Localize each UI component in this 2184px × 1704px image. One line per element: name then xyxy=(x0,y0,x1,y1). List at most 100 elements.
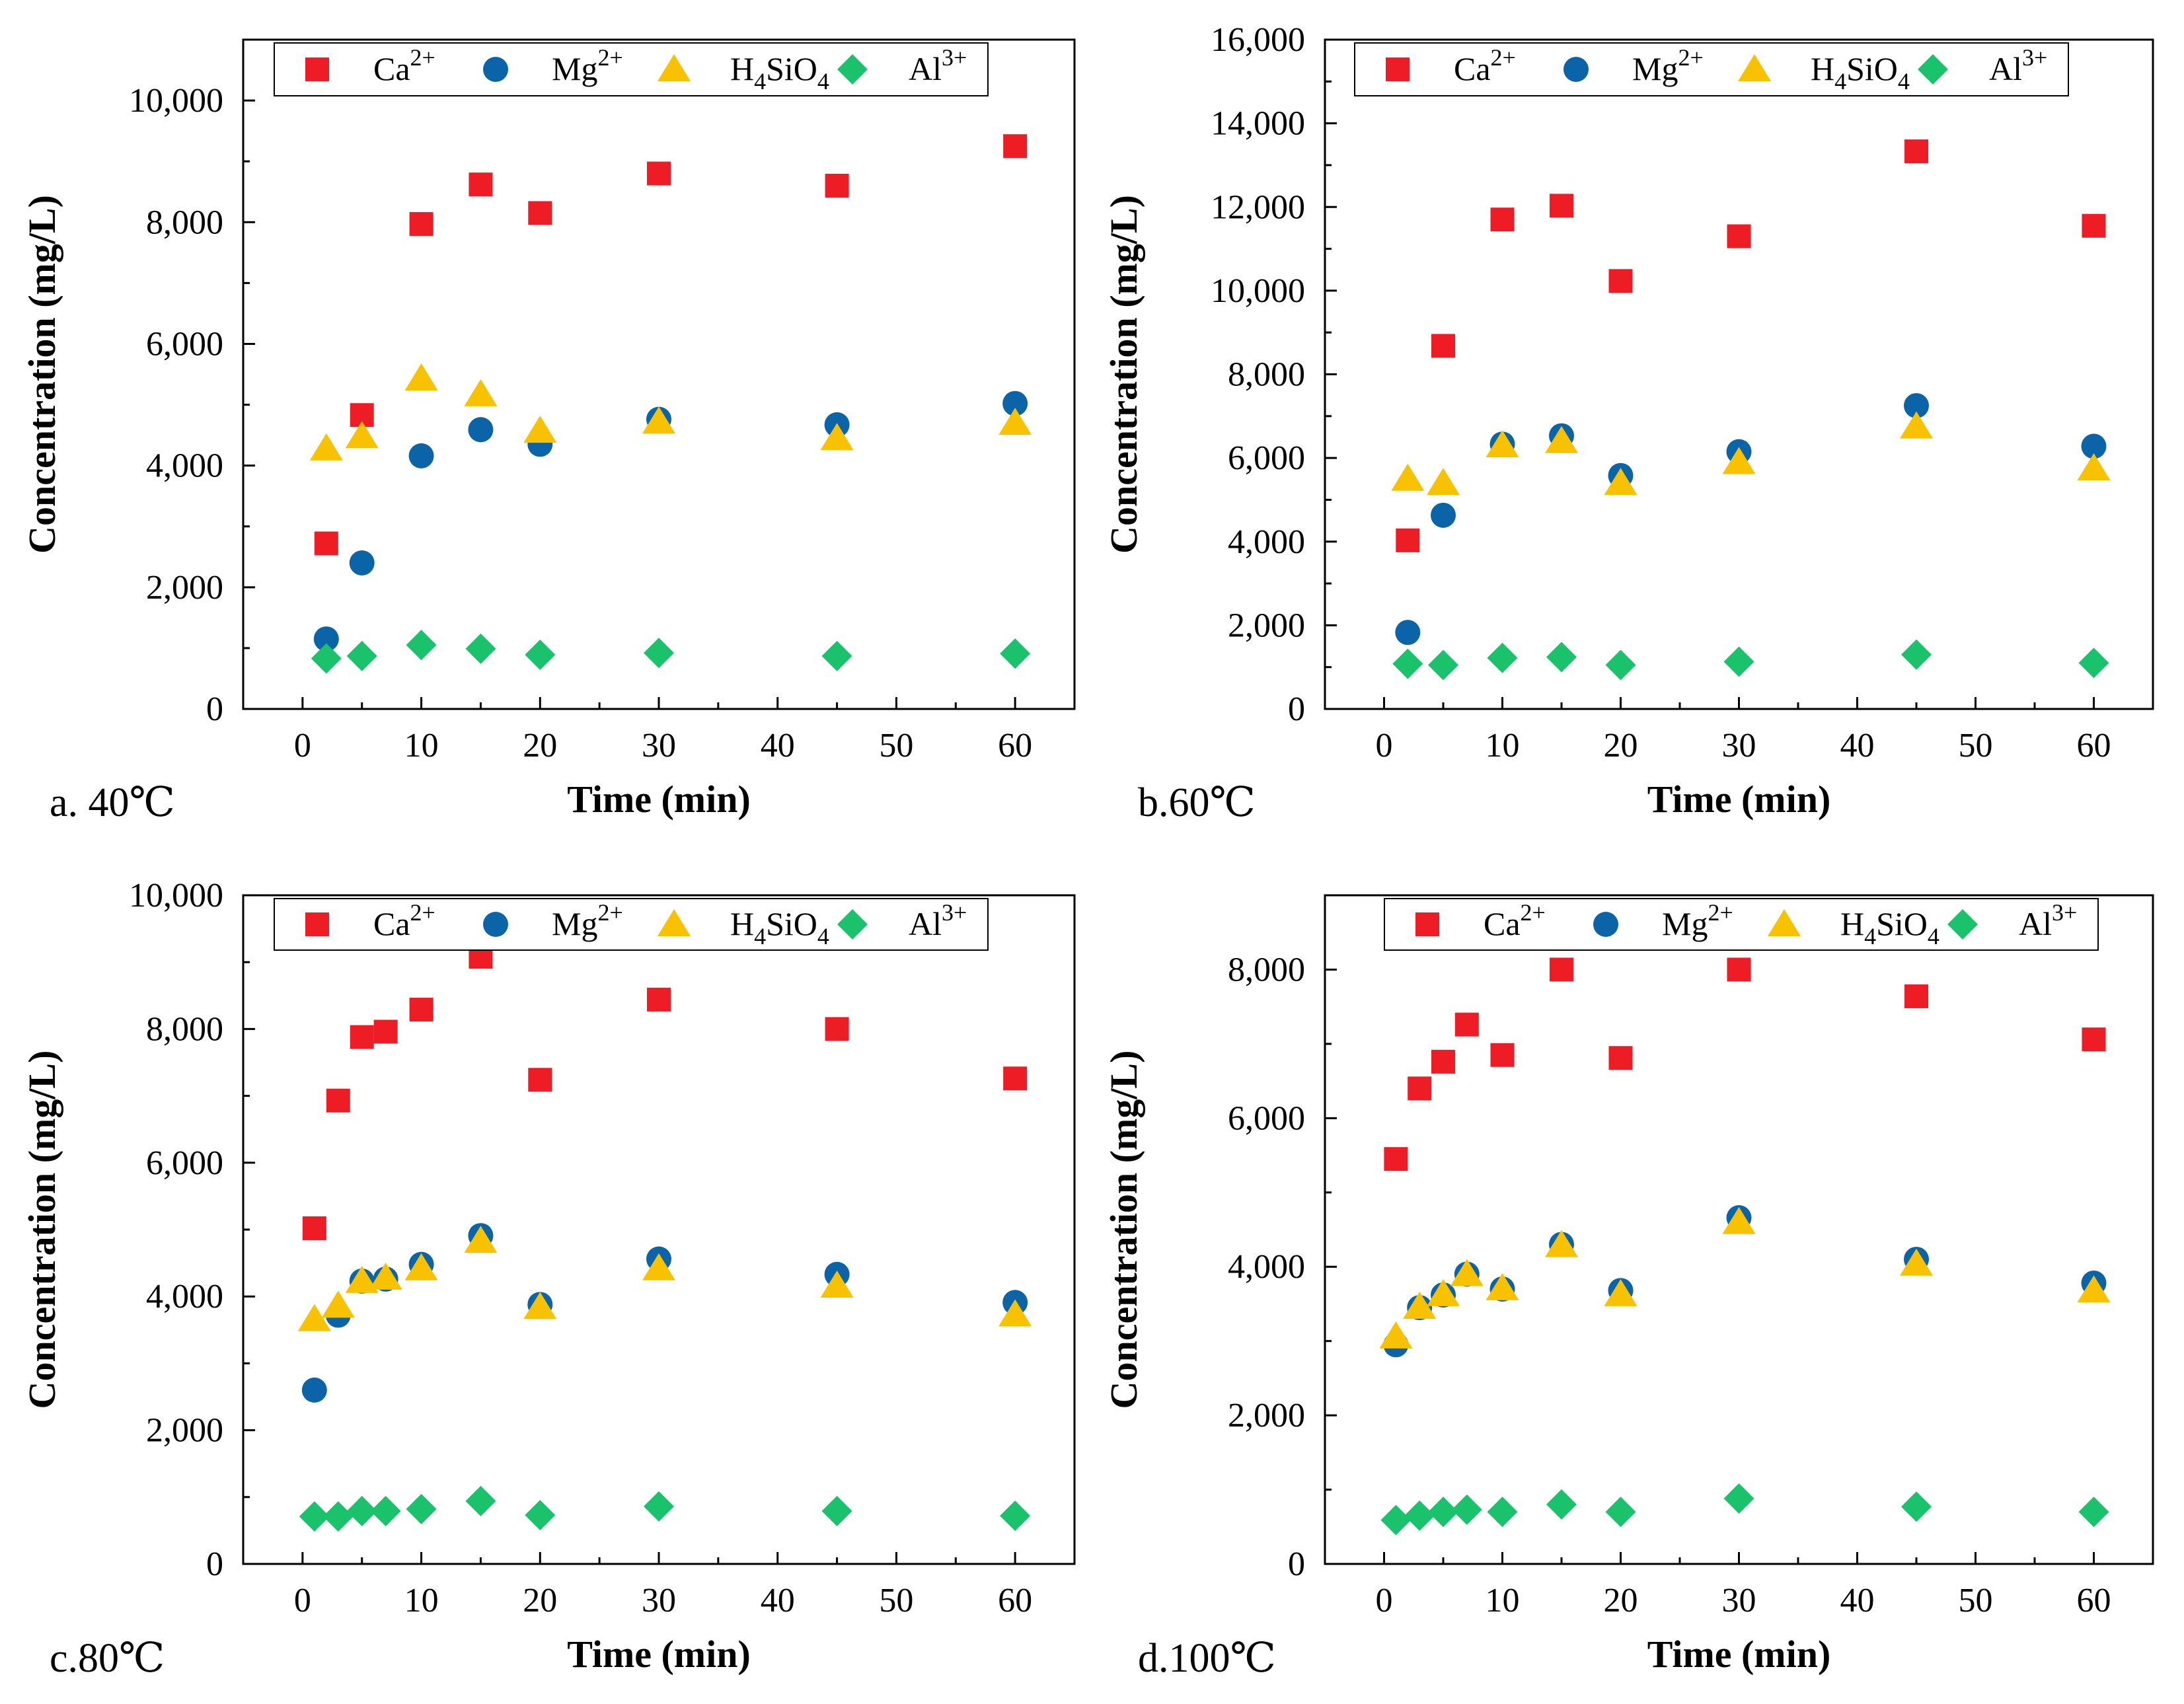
x-tick-label: 0 xyxy=(1376,727,1393,764)
data-point-square xyxy=(1727,957,1751,982)
chart-panel-1: 0 10 20 30 40 50 60 0 2,000 4,000 6,000 8,000 10,000… xyxy=(20,38,1076,825)
legend-label: Mg2+ xyxy=(1662,899,1733,942)
legend: Ca2+ Mg2+ H4SiO4 Al3+ xyxy=(1354,42,2069,96)
y-tick-label: 8,000 xyxy=(1228,951,1305,988)
chart-panel-4: 0 10 20 30 40 50 60 0 2,000 4,000 6,000 8,000 Time (… xyxy=(1102,894,2154,1681)
panel-label: d.100℃ xyxy=(1138,1636,1276,1681)
data-point-square xyxy=(1550,194,1573,218)
data-point-square xyxy=(469,172,493,197)
y-tick-label: 8,000 xyxy=(1228,356,1305,394)
panel-label: a. 40℃ xyxy=(50,780,175,825)
y-tick-label: 2,000 xyxy=(146,569,223,607)
data-point-circle xyxy=(1431,502,1456,528)
legend-marker xyxy=(658,909,691,936)
x-tick-label: 50 xyxy=(879,727,913,764)
y-tick-label: 0 xyxy=(206,1545,223,1583)
x-axis-title: Time (min) xyxy=(1647,1633,1831,1676)
data-point-triangle xyxy=(309,433,343,461)
data-point-triangle xyxy=(1545,1230,1578,1257)
data-point-triangle xyxy=(1450,1259,1484,1286)
data-point-square xyxy=(326,1088,350,1113)
data-point-square xyxy=(647,161,671,186)
data-point-square xyxy=(1431,1049,1455,1074)
data-point-triangle xyxy=(1427,1278,1460,1306)
x-tick-label: 10 xyxy=(1486,727,1520,764)
data-point-square xyxy=(350,1025,374,1049)
y-tick-label: 2,000 xyxy=(1228,607,1305,644)
data-point-diamond xyxy=(465,1485,496,1516)
data-point-diamond xyxy=(1000,1500,1031,1532)
legend-label: Ca2+ xyxy=(1454,44,1516,87)
data-point-diamond xyxy=(346,1496,377,1527)
data-point-diamond xyxy=(644,1491,674,1522)
legend-marker xyxy=(1738,54,1771,81)
legend: Ca2+ Mg2+ H4SiO4 Al3+ xyxy=(274,898,989,951)
data-point-diamond xyxy=(644,638,674,669)
x-tick-label: 20 xyxy=(1604,1582,1638,1619)
x-tick-label: 60 xyxy=(2077,727,2111,764)
x-tick-label: 50 xyxy=(1959,1582,1993,1619)
legend-marker xyxy=(1947,909,1978,940)
legend: Ca2+ Mg2+ H4SiO4 Al3+ xyxy=(274,42,989,96)
y-tick-label: 4,000 xyxy=(146,447,223,485)
data-point-triangle xyxy=(642,1253,675,1280)
plot-frame xyxy=(242,38,1076,710)
data-point-diamond xyxy=(299,1501,330,1532)
legend-marker xyxy=(1918,54,1948,85)
data-point-diamond xyxy=(1605,649,1636,681)
data-point-square xyxy=(1454,1012,1479,1037)
data-point-triangle xyxy=(1545,426,1578,453)
y-tick-label: 10,000 xyxy=(129,877,223,914)
data-point-diamond xyxy=(1000,638,1031,669)
x-tick-label: 40 xyxy=(1840,727,1875,764)
data-point-square xyxy=(1431,334,1455,358)
data-point-diamond xyxy=(1605,1497,1636,1528)
data-point-square xyxy=(825,1017,849,1041)
y-tick-label: 10,000 xyxy=(1211,272,1305,310)
y-tick-label: 6,000 xyxy=(146,325,223,363)
legend-marker xyxy=(1415,912,1439,936)
data-point-circle xyxy=(1395,620,1421,646)
data-point-square xyxy=(302,1216,326,1240)
x-tick-label: 60 xyxy=(998,1582,1032,1619)
data-point-triangle xyxy=(404,1253,438,1280)
y-tick-label: 10,000 xyxy=(129,82,223,120)
legend-marker xyxy=(483,57,508,82)
data-point-square xyxy=(1490,1043,1515,1067)
data-point-diamond xyxy=(311,643,342,674)
data-point-diamond xyxy=(1723,646,1754,677)
y-axis-title: Concentration (mg/L) xyxy=(1102,195,1145,554)
data-point-diamond xyxy=(1428,1497,1458,1528)
data-point-square xyxy=(1396,528,1420,552)
data-point-diamond xyxy=(2078,648,2109,679)
y-tick-label: 4,000 xyxy=(1228,1248,1305,1286)
plot-frame xyxy=(1324,38,2154,710)
legend-label: Mg2+ xyxy=(552,44,623,87)
data-point-square xyxy=(1608,1046,1633,1070)
x-tick-label: 20 xyxy=(523,1582,557,1619)
x-tick-label: 50 xyxy=(1959,727,1993,764)
legend-label: H4SiO4 xyxy=(730,50,829,94)
data-point-square xyxy=(528,1068,552,1092)
data-point-square xyxy=(1003,1066,1028,1091)
x-tick-label: 40 xyxy=(761,727,795,764)
data-point-triangle xyxy=(404,363,438,390)
y-tick-label: 0 xyxy=(1288,1545,1305,1583)
data-point-triangle xyxy=(1900,411,1933,439)
data-point-triangle xyxy=(1722,1206,1756,1234)
y-axis-title: Concentration (mg/L) xyxy=(20,195,63,554)
data-point-diamond xyxy=(1723,1483,1754,1514)
data-point-triangle xyxy=(1427,468,1460,496)
data-point-circle xyxy=(468,417,494,443)
data-point-square xyxy=(409,212,433,237)
data-point-triangle xyxy=(1900,1248,1933,1276)
data-point-square xyxy=(1727,224,1751,248)
legend: Ca2+ Mg2+ H4SiO4 Al3+ xyxy=(1384,898,2099,951)
legend-marker xyxy=(305,912,329,936)
legend-marker xyxy=(1563,57,1589,82)
x-tick-label: 10 xyxy=(404,727,439,764)
legend-label: H4SiO4 xyxy=(730,905,829,949)
x-tick-label: 40 xyxy=(1840,1582,1875,1619)
